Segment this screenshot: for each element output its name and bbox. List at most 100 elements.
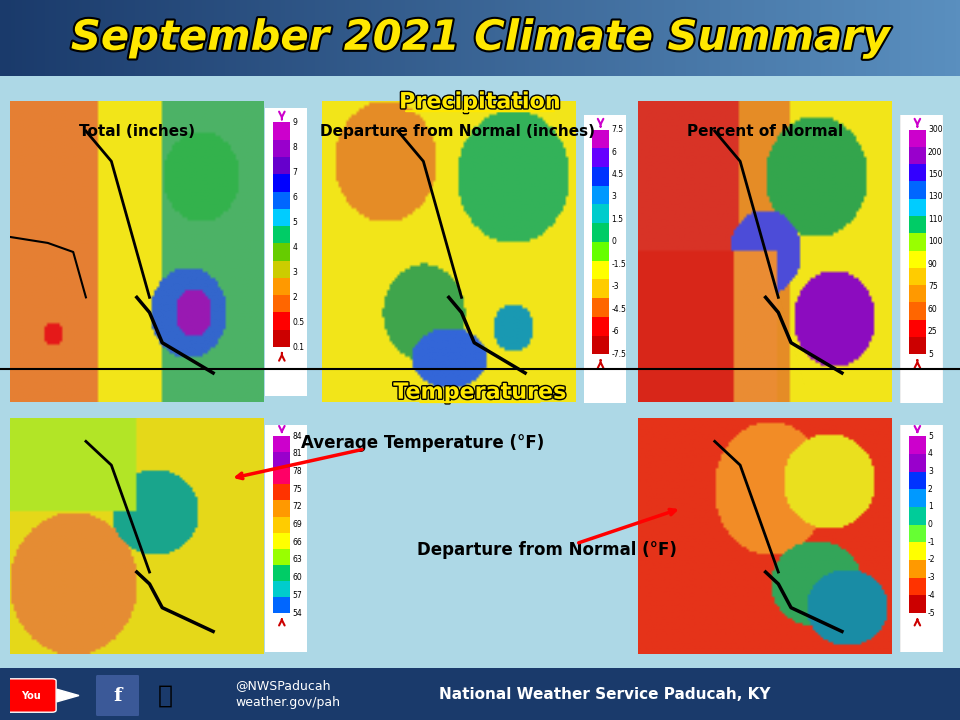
Text: 110: 110 bbox=[928, 215, 943, 224]
Text: 200: 200 bbox=[928, 148, 943, 156]
Text: 75: 75 bbox=[293, 485, 302, 494]
Bar bbox=[592, 223, 609, 242]
Bar bbox=[274, 516, 290, 533]
Bar bbox=[909, 233, 925, 251]
Bar bbox=[909, 199, 925, 216]
Bar bbox=[909, 251, 925, 268]
Bar bbox=[909, 507, 925, 525]
Text: 72: 72 bbox=[293, 503, 302, 511]
Bar bbox=[274, 209, 290, 226]
Text: -6: -6 bbox=[612, 328, 619, 336]
Text: 9: 9 bbox=[293, 118, 298, 127]
Text: 0.1: 0.1 bbox=[293, 343, 304, 351]
Bar bbox=[274, 261, 290, 278]
Bar bbox=[274, 174, 290, 192]
Text: 3: 3 bbox=[612, 192, 616, 202]
Text: September 2021 Climate Summary: September 2021 Climate Summary bbox=[71, 17, 889, 59]
Bar bbox=[592, 148, 609, 167]
Bar bbox=[274, 226, 290, 243]
Text: 0: 0 bbox=[612, 238, 616, 246]
Text: 7.5: 7.5 bbox=[612, 125, 623, 134]
Text: 4: 4 bbox=[293, 243, 298, 252]
Bar bbox=[909, 489, 925, 507]
Bar bbox=[274, 564, 290, 581]
Text: 6: 6 bbox=[612, 148, 616, 156]
Text: 4.5: 4.5 bbox=[612, 170, 623, 179]
Text: You: You bbox=[21, 690, 40, 701]
Text: -5: -5 bbox=[928, 608, 936, 618]
Bar bbox=[274, 485, 290, 500]
Text: -7.5: -7.5 bbox=[612, 350, 626, 359]
Text: -2: -2 bbox=[928, 555, 935, 564]
FancyBboxPatch shape bbox=[264, 420, 308, 656]
Text: 90: 90 bbox=[928, 260, 938, 269]
Bar bbox=[274, 243, 290, 261]
Bar bbox=[909, 181, 925, 199]
Bar bbox=[274, 468, 290, 485]
Bar bbox=[909, 560, 925, 577]
Text: 100: 100 bbox=[928, 238, 943, 246]
Polygon shape bbox=[57, 689, 79, 702]
Text: -4: -4 bbox=[928, 591, 936, 600]
Text: 4: 4 bbox=[928, 449, 933, 459]
Text: 57: 57 bbox=[293, 591, 302, 600]
Bar bbox=[592, 130, 609, 148]
Bar bbox=[274, 312, 290, 330]
Text: Departure from Normal (inches): Departure from Normal (inches) bbox=[321, 125, 595, 140]
Bar bbox=[909, 577, 925, 595]
Text: 1: 1 bbox=[928, 503, 933, 511]
Bar bbox=[274, 436, 290, 452]
Text: 3: 3 bbox=[928, 467, 933, 476]
Text: Percent of Normal: Percent of Normal bbox=[687, 125, 843, 140]
Text: 8: 8 bbox=[293, 143, 298, 152]
Bar bbox=[274, 278, 290, 295]
Bar bbox=[274, 597, 290, 613]
Bar bbox=[274, 533, 290, 549]
Text: -1.5: -1.5 bbox=[612, 260, 626, 269]
Text: Departure from Normal (°F): Departure from Normal (°F) bbox=[418, 541, 677, 559]
Text: 81: 81 bbox=[293, 449, 301, 459]
Bar bbox=[909, 216, 925, 233]
Text: 69: 69 bbox=[293, 520, 302, 529]
Text: 63: 63 bbox=[293, 555, 302, 564]
Bar bbox=[274, 157, 290, 174]
Bar bbox=[274, 549, 290, 564]
Bar bbox=[909, 454, 925, 472]
FancyBboxPatch shape bbox=[264, 102, 308, 402]
Text: 7: 7 bbox=[293, 168, 298, 177]
Text: 25: 25 bbox=[928, 328, 938, 336]
Text: Temperatures: Temperatures bbox=[394, 382, 566, 402]
Bar bbox=[274, 452, 290, 468]
Text: Average Temperature (°F): Average Temperature (°F) bbox=[300, 434, 544, 452]
Text: 300: 300 bbox=[928, 125, 943, 134]
Text: 0.5: 0.5 bbox=[293, 318, 304, 327]
Bar bbox=[274, 330, 290, 347]
Bar bbox=[274, 500, 290, 516]
Bar bbox=[274, 192, 290, 209]
Bar bbox=[909, 542, 925, 560]
Bar bbox=[592, 298, 609, 317]
Text: -4.5: -4.5 bbox=[612, 305, 626, 314]
Bar bbox=[909, 525, 925, 542]
FancyBboxPatch shape bbox=[583, 109, 627, 409]
Text: -3: -3 bbox=[612, 282, 619, 292]
FancyBboxPatch shape bbox=[6, 679, 56, 712]
Text: -3: -3 bbox=[928, 573, 936, 582]
Text: 1.5: 1.5 bbox=[612, 215, 623, 224]
Text: 2: 2 bbox=[928, 485, 933, 494]
Text: 78: 78 bbox=[293, 467, 302, 476]
Text: 75: 75 bbox=[928, 282, 938, 292]
Text: 5: 5 bbox=[293, 217, 298, 227]
Text: 130: 130 bbox=[928, 192, 943, 202]
Bar bbox=[909, 164, 925, 181]
Bar bbox=[592, 167, 609, 186]
Bar bbox=[909, 268, 925, 285]
Bar bbox=[274, 581, 290, 597]
Text: 0: 0 bbox=[928, 520, 933, 529]
Bar bbox=[592, 336, 609, 354]
Bar bbox=[909, 302, 925, 320]
Text: 🐦: 🐦 bbox=[158, 683, 173, 708]
Text: Total (inches): Total (inches) bbox=[80, 125, 195, 140]
Bar bbox=[592, 317, 609, 336]
Text: 150: 150 bbox=[928, 170, 943, 179]
